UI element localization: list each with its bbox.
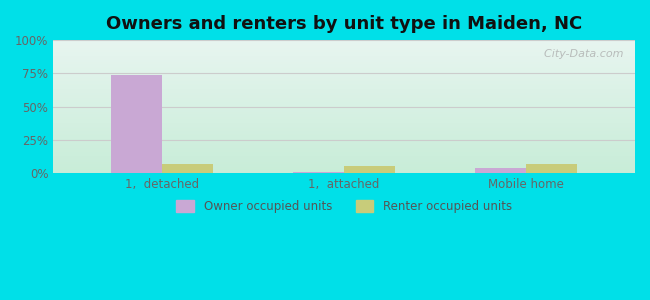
Legend: Owner occupied units, Renter occupied units: Owner occupied units, Renter occupied un… <box>172 195 517 218</box>
Bar <box>162 164 213 173</box>
Bar <box>293 172 344 173</box>
Bar <box>344 166 395 173</box>
Text: City-Data.com: City-Data.com <box>537 50 623 59</box>
Bar <box>111 75 162 173</box>
Bar <box>475 169 526 173</box>
Bar <box>526 164 577 173</box>
Title: Owners and renters by unit type in Maiden, NC: Owners and renters by unit type in Maide… <box>106 15 582 33</box>
